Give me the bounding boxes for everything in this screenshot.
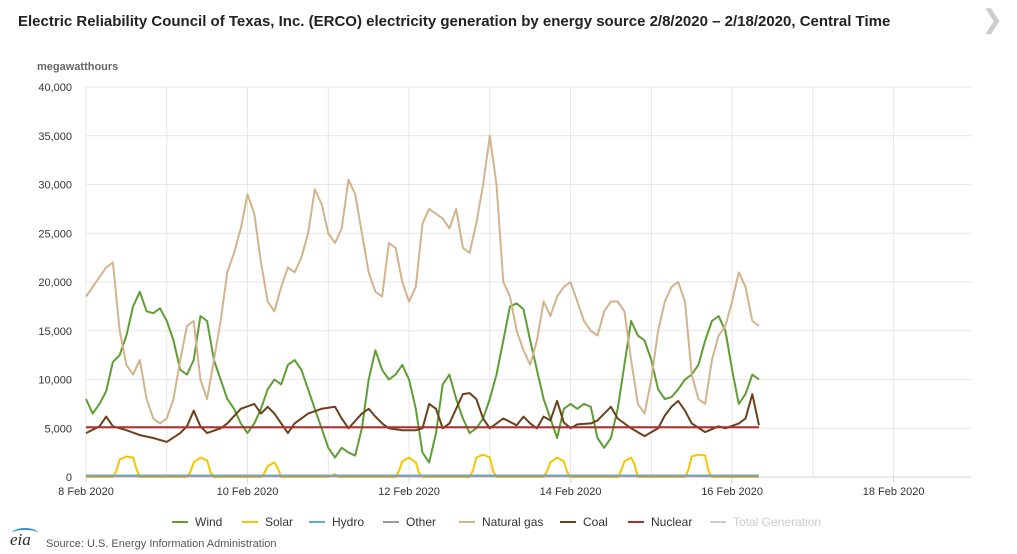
chart-title: Electric Reliability Council of Texas, I… <box>18 13 891 30</box>
series-line-solar[interactable] <box>86 453 759 478</box>
legend-label-coal: Coal <box>583 515 608 529</box>
y-tick-label-1: 5,000 <box>44 423 72 435</box>
chevron-right-icon[interactable]: ❯ <box>981 4 1003 34</box>
legend-label-hydro: Hydro <box>332 515 365 529</box>
legend-label-total-generation: Total Generation <box>733 515 822 529</box>
legend-item-nuclear[interactable]: Nuclear <box>628 512 692 532</box>
chart-axes: 0 5,000 10,000 15,000 20,000 25,000 30,000 35,0… <box>38 82 971 498</box>
legend-swatch-natural-gas <box>459 521 475 523</box>
series-line-natural-gas[interactable] <box>85 134 760 425</box>
source-note: Source: U.S. Energy Information Administ… <box>46 538 277 550</box>
y-axis-unit-label: megawatthours <box>37 61 119 73</box>
legend-label-wind: Wind <box>195 515 223 529</box>
legend-swatch-total-generation <box>710 521 726 523</box>
y-tick-label-0: 0 <box>66 472 72 484</box>
y-tick-label-8: 40,000 <box>38 82 72 94</box>
legend-item-hydro[interactable]: Hydro <box>309 512 364 532</box>
x-tick-label-5: 18 Feb 2020 <box>863 486 925 498</box>
y-tick-label-5: 25,000 <box>38 228 72 240</box>
legend-item-wind[interactable]: Wind <box>172 512 222 532</box>
x-tick-label-0: 8 Feb 2020 <box>58 486 114 498</box>
legend-label-solar: Solar <box>265 515 294 529</box>
y-tick-label-4: 20,000 <box>38 277 72 289</box>
series-line-coal[interactable] <box>85 392 760 443</box>
legend-swatch-solar <box>242 521 258 523</box>
legend-swatch-coal <box>560 521 576 523</box>
line-chart: 0 5,000 10,000 15,000 20,000 25,000 30,000 35,0… <box>38 82 971 498</box>
x-tick-label-1: 10 Feb 2020 <box>217 486 279 498</box>
legend-swatch-hydro <box>309 521 325 523</box>
y-tick-label-7: 35,000 <box>38 131 72 143</box>
y-tick-label-6: 30,000 <box>38 180 72 192</box>
legend-item-coal[interactable]: Coal <box>560 512 608 532</box>
legend-swatch-other <box>383 521 399 523</box>
x-tick-label-4: 16 Feb 2020 <box>701 486 763 498</box>
eia-logo-arc <box>12 528 38 538</box>
legend-item-solar[interactable]: Solar <box>242 512 293 532</box>
legend-item-natural-gas[interactable]: Natural gas <box>459 512 543 532</box>
legend-swatch-wind <box>172 521 188 523</box>
y-tick-label-2: 10,000 <box>38 375 72 387</box>
legend-label-natural-gas: Natural gas <box>482 515 544 529</box>
eia-logo[interactable]: eia <box>10 530 31 549</box>
legend-item-total-generation[interactable]: Total Generation <box>710 512 821 532</box>
chart-grid <box>85 86 971 478</box>
chart-series <box>85 134 760 478</box>
legend-swatch-nuclear <box>628 521 644 523</box>
legend-label-nuclear: Nuclear <box>651 515 693 529</box>
legend-item-other[interactable]: Other <box>383 512 436 532</box>
legend-label-other: Other <box>406 515 437 529</box>
series-line-wind[interactable] <box>85 290 760 464</box>
chart-legend: Wind Solar Hydro Other Natural gas Coal Nuclea… <box>0 512 1017 532</box>
x-tick-label-2: 12 Feb 2020 <box>378 486 440 498</box>
x-tick-label-3: 14 Feb 2020 <box>540 486 602 498</box>
y-tick-label-3: 15,000 <box>38 326 72 338</box>
